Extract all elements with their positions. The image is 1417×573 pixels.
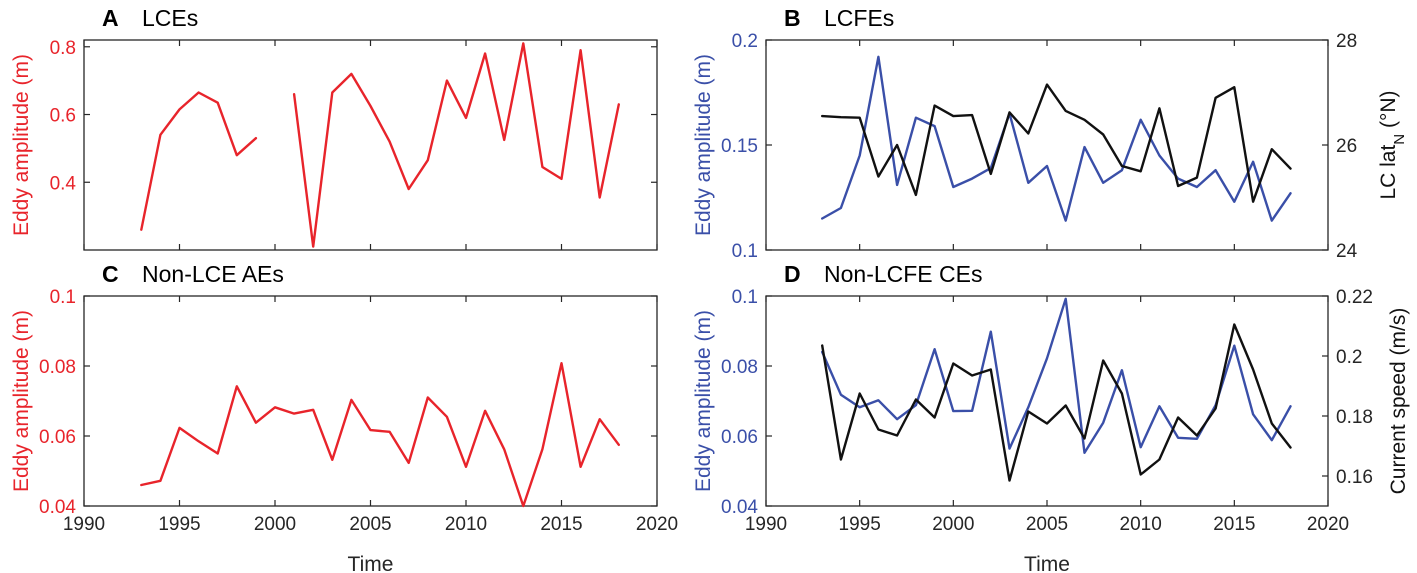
y-axis-title: Eddy amplitude (m) [692, 310, 715, 492]
panel-title: LCFEs [824, 5, 894, 31]
x-tick-label: 1995 [158, 514, 200, 535]
series-line-lce-amplitude [140, 91, 258, 231]
panel-d: 1990 1995 2000 2005 2010 2015 2020 0.04 0.06 0.08… [692, 261, 1410, 573]
x-tick-label: 2020 [636, 514, 678, 535]
panel-letter: A [102, 5, 119, 31]
y-tick-label: 0.6 [50, 106, 76, 127]
series-line-lc-latn [821, 83, 1292, 203]
y2-tick-label: 0.18 [1336, 407, 1373, 428]
x-tick-label: 2000 [254, 514, 296, 535]
y-tick-label: 0.2 [732, 31, 758, 52]
y-tick-label: 0.1 [732, 287, 758, 308]
y-tick-label: 0.1 [50, 287, 76, 308]
series-line-current-speed [821, 323, 1292, 482]
panel-title: LCEs [142, 5, 198, 31]
y-axis-title: Eddy amplitude (m) [10, 310, 33, 492]
panel-letter: B [784, 5, 801, 31]
y2-tick-label: 26 [1336, 136, 1357, 157]
x-tick-label: 2010 [1120, 514, 1162, 535]
x-tick-label: 2010 [445, 514, 487, 535]
panel-a: 0.4 0.6 0.8 A LCEs Eddy amplitude (m) [10, 5, 658, 251]
y2-tick-label: 24 [1336, 241, 1358, 262]
panel-title: Non-LCE AEs [142, 261, 284, 287]
y2-tick-label: 28 [1336, 31, 1357, 52]
y2-tick-label: 0.16 [1336, 467, 1373, 488]
y-tick-label: 0.08 [39, 357, 76, 378]
y-tick-label: 0.06 [39, 427, 76, 448]
x-tick-label: 2005 [349, 514, 391, 535]
x-axis-title: Time [1024, 553, 1070, 573]
panel-c: 1990 1995 2000 2005 2010 2015 2020 0.04 0.06 0.08… [10, 261, 678, 573]
y-tick-label: 0.04 [39, 497, 76, 518]
x-tick-label: 2000 [932, 514, 974, 535]
y-tick-label: 0.1 [732, 241, 758, 262]
series-line-non-lce-ae-amplitude [140, 362, 620, 508]
series-line-non-lcfe-ce-amplitude [821, 297, 1292, 454]
y-axis-title: Eddy amplitude (m) [10, 54, 33, 236]
panel-letter: C [102, 261, 119, 287]
x-axis-title: Time [348, 553, 394, 573]
x-tick-label: 2015 [1213, 514, 1255, 535]
y-tick-label: 0.15 [721, 136, 758, 157]
series-line-lce-amplitude [292, 42, 620, 248]
y-tick-label: 0.4 [50, 173, 77, 194]
plot-frame [83, 295, 658, 507]
x-tick-label: 1995 [839, 514, 881, 535]
y-tick-label: 0.8 [50, 38, 76, 59]
x-tick-label: 1990 [63, 514, 105, 535]
x-tick-label: 2005 [1026, 514, 1068, 535]
x-tick-label: 2020 [1307, 514, 1349, 535]
x-tick-label: 1990 [745, 514, 787, 535]
y-axis-title: Eddy amplitude (m) [692, 54, 715, 236]
y2-axis-title: Current speed (m/s) [1387, 308, 1410, 495]
y2-axis-title: LC latN (°N) [1377, 90, 1408, 199]
panel-b: 0.1 0.15 0.2 24 26 28 B LCFEs Eddy amplitude (m)… [692, 5, 1408, 262]
plot-frame [83, 39, 658, 251]
panel-letter: D [784, 261, 801, 287]
panel-title: Non-LCFE CEs [824, 261, 982, 287]
y2-tick-label: 0.2 [1336, 347, 1362, 368]
y-tick-label: 0.04 [721, 497, 758, 518]
y2-tick-label: 0.22 [1336, 287, 1373, 308]
series-line-lcfe-amplitude [821, 55, 1292, 222]
y-tick-label: 0.06 [721, 427, 758, 448]
y-tick-label: 0.08 [721, 357, 758, 378]
x-tick-label: 2015 [540, 514, 582, 535]
